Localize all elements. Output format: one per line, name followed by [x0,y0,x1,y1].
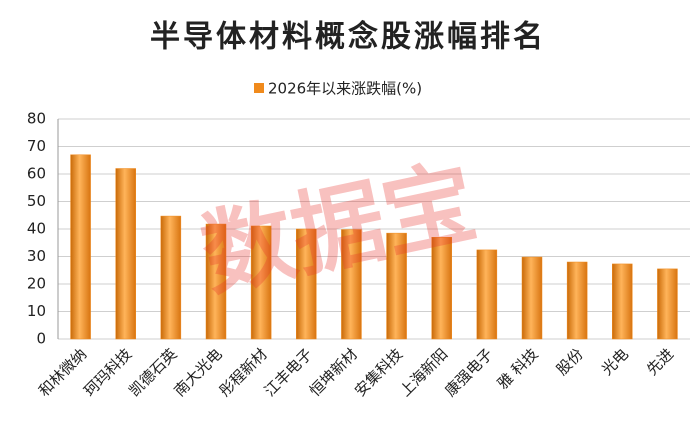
chart-title: 半导体材料概念股涨幅排名 [150,20,546,55]
x-tick-label: 凯德石英 [125,345,180,400]
x-tick-label: 南大光电 [170,345,225,400]
legend-swatch [254,83,264,93]
x-tick-label: 光电 [598,345,632,379]
y-tick-label: 50 [27,192,46,210]
bar [70,154,91,340]
x-tick-label: 珂玛科技 [80,345,135,400]
y-tick-label: 10 [27,302,46,320]
bar [160,215,182,340]
bar [250,225,272,340]
bar [341,229,362,340]
y-tick-label: 40 [27,220,46,238]
bar [431,237,452,340]
bar [205,223,227,340]
y-tick-label: 80 [27,110,46,128]
legend-label: 2026年以来涨跌幅(%) [268,80,422,98]
x-tick-label: 股份 [553,345,587,379]
y-tick-label: 60 [27,165,46,183]
x-tick-label: 彤程新材 [216,345,271,400]
x-tick-label: 恒坤新材 [306,345,361,400]
x-tick-label: 安集科技 [351,345,406,400]
bar [115,168,136,340]
x-tick-label: 雅 科技 [494,345,542,393]
x-tick-label: 康强电子 [441,345,496,400]
bar [657,268,678,340]
bar [521,256,543,340]
x-tick-label: 江丰电子 [261,345,316,400]
y-tick-label: 20 [27,275,46,293]
bar [296,228,317,340]
x-tick-label: 先进 [643,345,677,379]
y-tick-label: 70 [27,137,46,155]
bar [386,232,407,340]
bar [566,261,588,340]
bar [612,263,633,340]
y-tick-label: 0 [36,330,46,348]
x-tick-label: 和林微纳 [35,345,90,400]
y-tick-label: 30 [27,247,46,265]
bar [476,249,498,340]
x-tick-label: 上海新阳 [396,345,451,400]
